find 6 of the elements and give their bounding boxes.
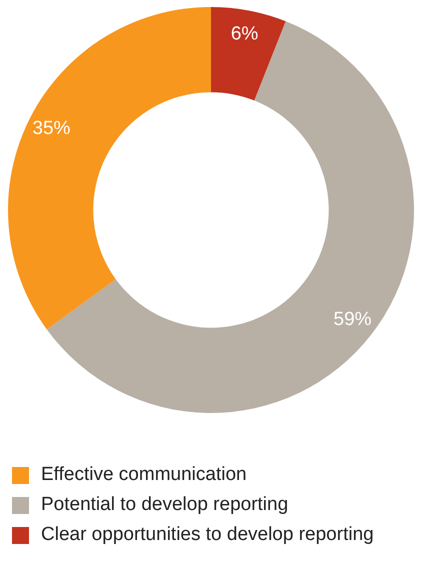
legend-label: Clear opportunities to develop reporting (41, 524, 374, 546)
data-label: 35% (32, 118, 71, 139)
legend-label: Potential to develop reporting (41, 494, 288, 516)
data-label: 6% (230, 23, 258, 44)
legend-label: Effective communication (41, 464, 247, 486)
data-label: 59% (334, 309, 372, 330)
